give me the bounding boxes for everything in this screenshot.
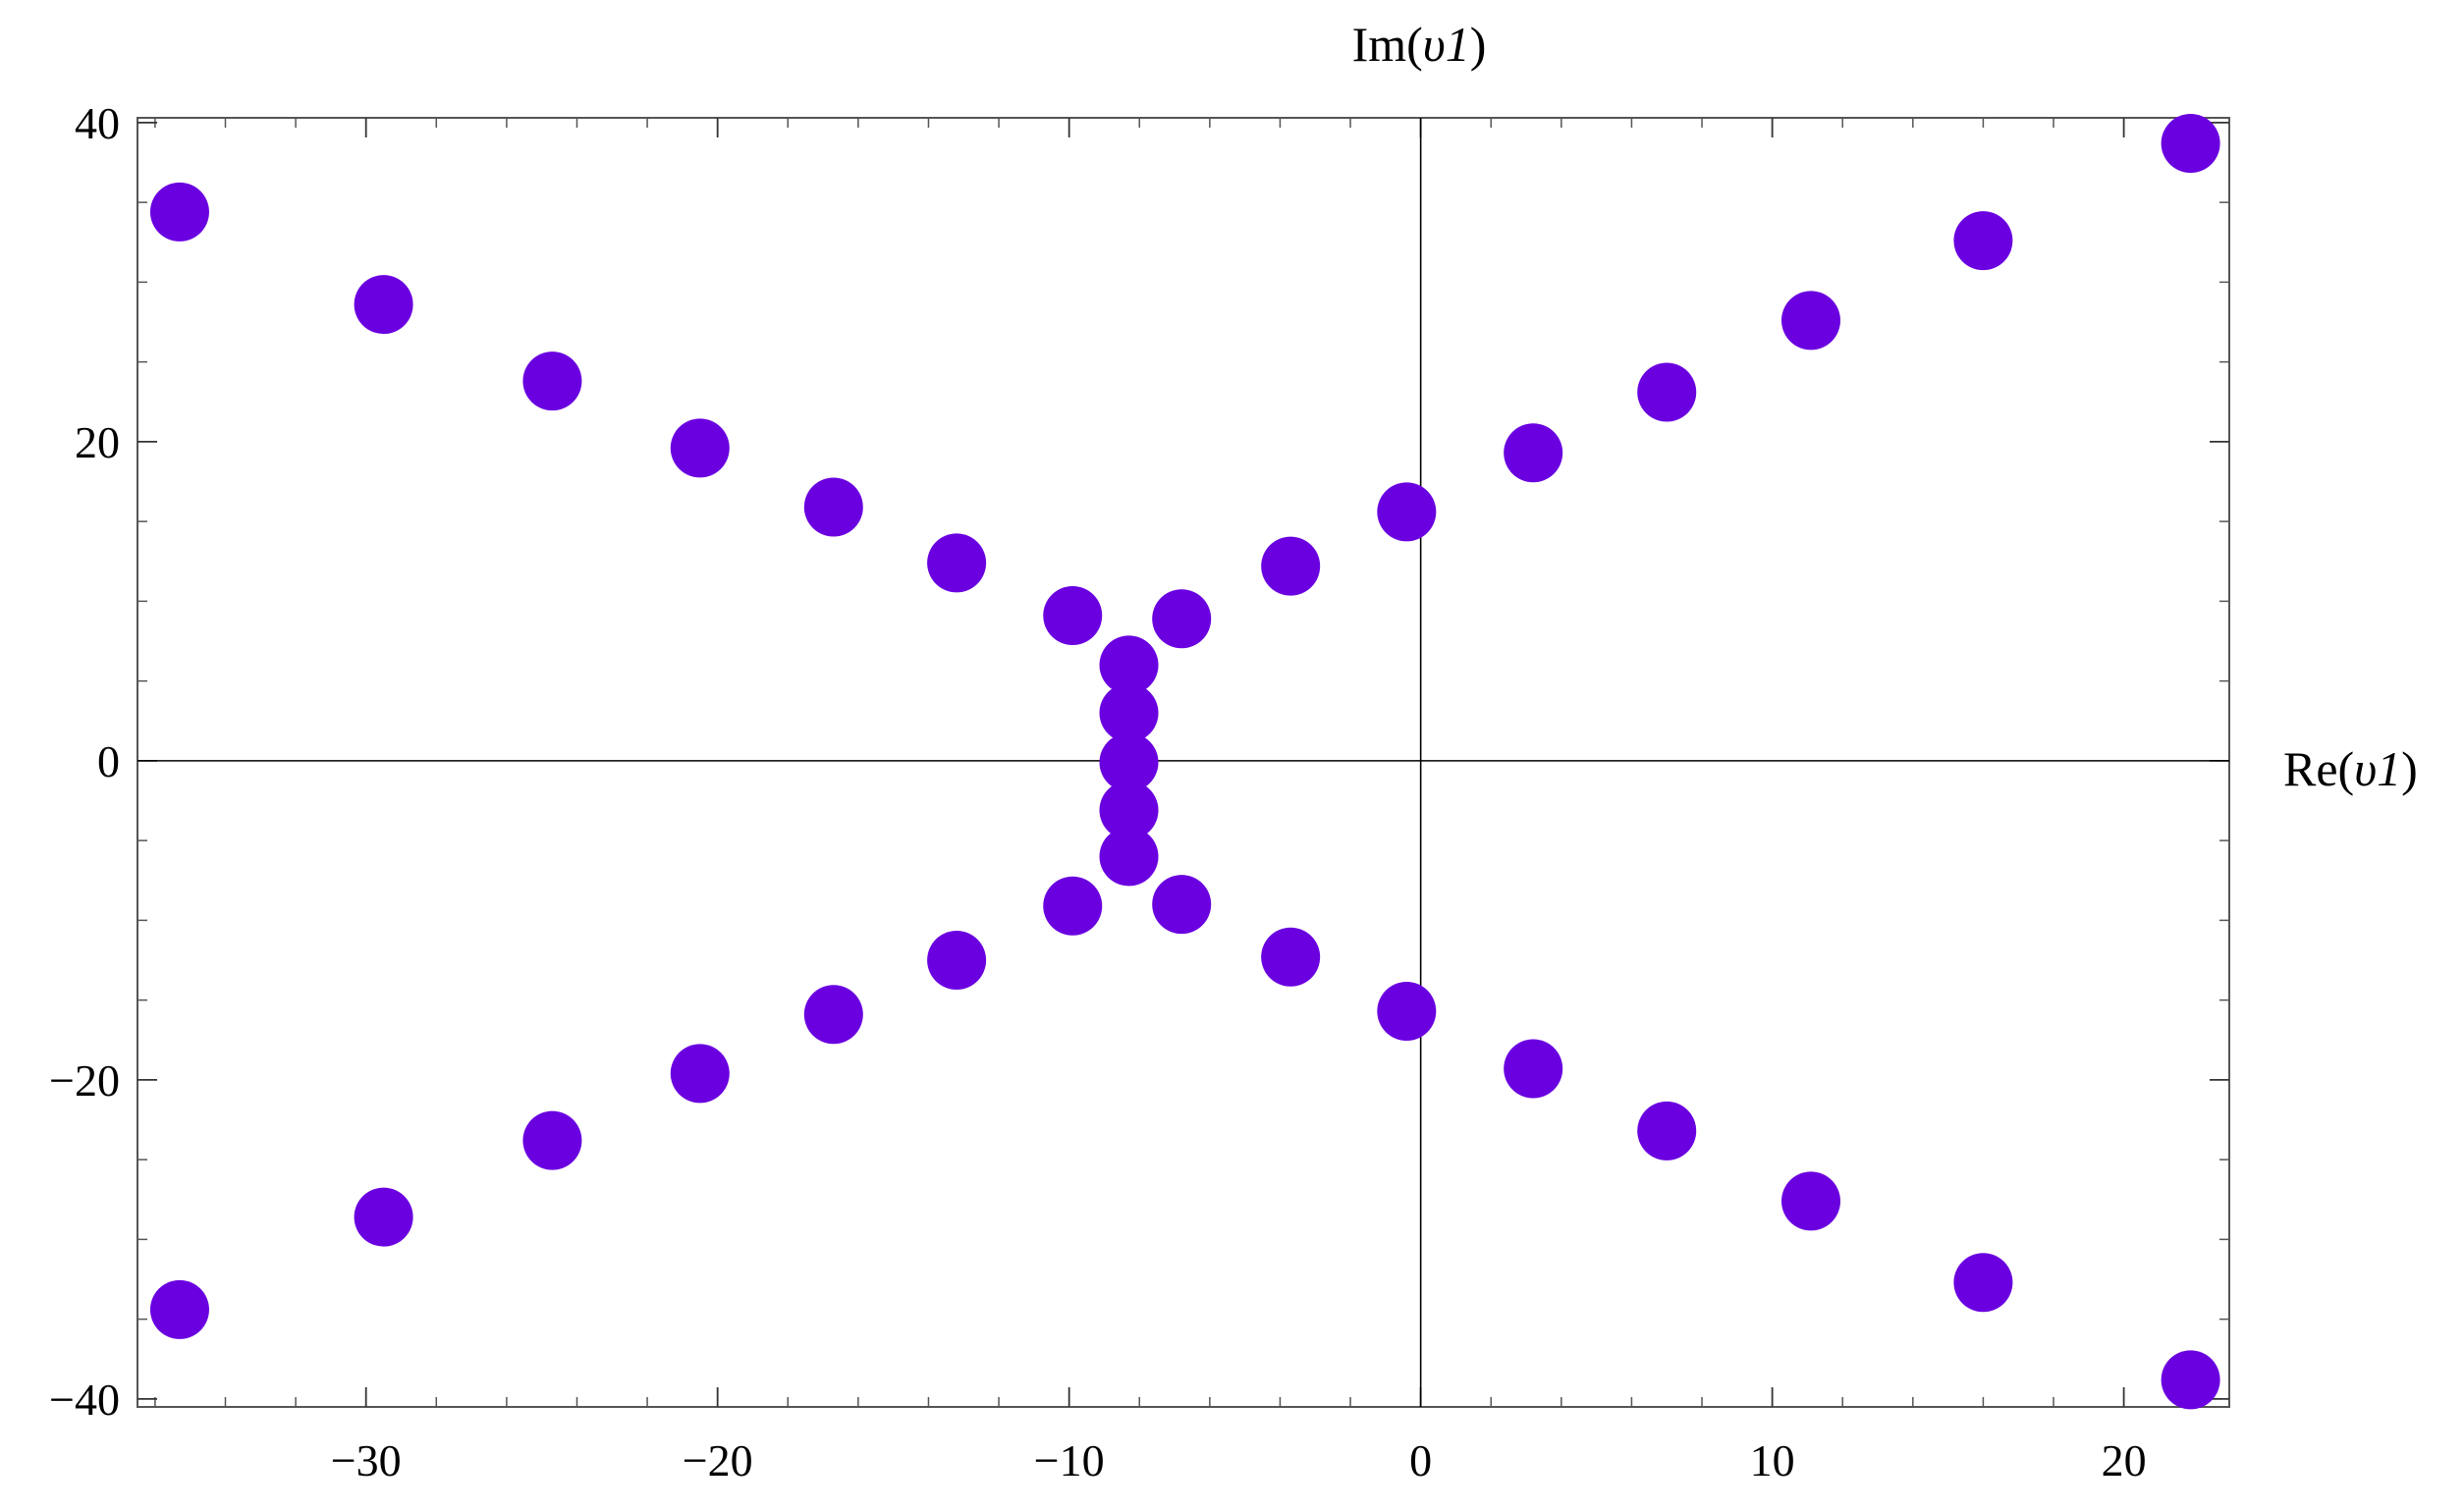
data-point [149,182,209,242]
data-point [1099,635,1159,695]
x-tick-label: −30 [331,1435,402,1485]
data-point [354,1187,413,1247]
data-point [927,931,987,990]
data-point [1377,982,1437,1041]
data-point [1781,1171,1840,1231]
axis-label-suffix: ) [2401,741,2418,796]
axis-label-prefix: Re( [2283,741,2354,796]
major-ticks [137,118,2229,1407]
data-point [927,533,987,593]
x-tick-label: −20 [683,1435,753,1485]
y-axis-label: Im(υ1) [1352,17,1487,72]
data-point [1152,875,1212,935]
data-points [149,114,2220,1410]
data-point [1261,536,1321,596]
minor-ticks [137,118,2229,1407]
data-point [1261,927,1321,987]
data-point [1152,589,1212,649]
data-point [1099,827,1159,887]
data-point [354,275,413,335]
data-point [1637,1101,1697,1160]
data-point [1099,781,1159,840]
axis-label-prefix: Im( [1352,17,1423,72]
data-point [670,418,730,478]
data-point [149,1279,209,1339]
data-point [1781,291,1840,351]
data-point [522,1110,582,1170]
data-point [1504,423,1563,483]
data-point [803,477,863,537]
data-point [670,1044,730,1104]
x-tick-label: −10 [1034,1435,1105,1485]
data-point [1043,586,1103,645]
plot-frame [137,117,2230,1408]
y-tick-label: −40 [49,1375,120,1425]
axis-label-suffix: ) [1470,17,1487,72]
data-point [1043,876,1103,936]
data-point [1099,732,1159,792]
data-point [1953,1253,2013,1313]
x-tick-labels: −30 −20 −10 0 10 20 [331,1435,2147,1485]
data-point [1099,683,1159,743]
axis-label-variable: υ1 [1423,17,1470,72]
data-point [2161,1350,2220,1410]
y-tick-label: −20 [49,1055,120,1106]
x-axis-label: Re(υ1) [2283,741,2418,796]
data-point [1637,362,1697,422]
y-tick-label: 20 [75,417,120,467]
y-tick-label: 0 [97,736,120,786]
x-tick-label: 20 [2102,1435,2147,1485]
y-tick-label: 40 [75,98,120,148]
data-point [803,985,863,1045]
data-point [1504,1039,1563,1099]
y-tick-labels: −40 −20 0 20 40 [49,98,120,1425]
x-tick-label: 0 [1409,1435,1432,1485]
axis-label-variable: υ1 [2354,741,2401,796]
x-tick-label: 10 [1750,1435,1795,1485]
data-point [1953,211,2013,271]
data-point [1377,482,1437,542]
data-point [2161,114,2220,173]
data-point [522,351,582,411]
